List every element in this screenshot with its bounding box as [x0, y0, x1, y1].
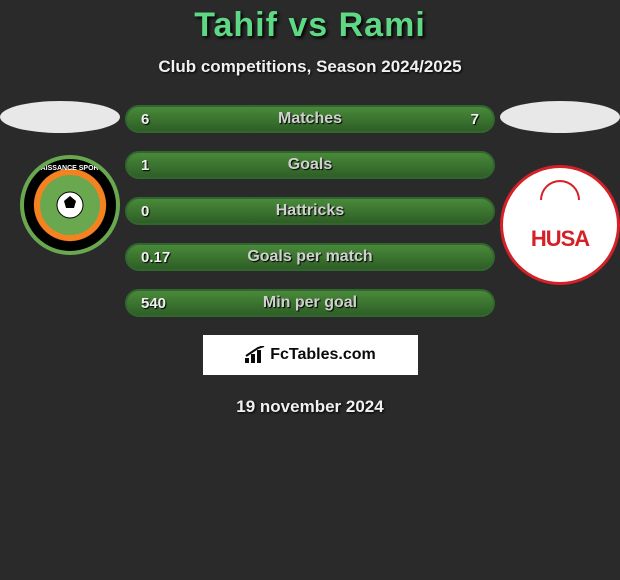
- comparison-title: Tahif vs Rami: [0, 0, 620, 45]
- stat-row-hattricks: 0 Hattricks: [125, 197, 495, 225]
- stat-label: Hattricks: [127, 202, 493, 220]
- left-club-badge: RENAISSANCE SPORTIVE: [20, 155, 120, 255]
- right-club-badge: HUSA: [500, 165, 620, 285]
- stat-label: Min per goal: [127, 294, 493, 312]
- stats-container: RENAISSANCE SPORTIVE HUSA 6 Matches 7 1 …: [0, 105, 620, 417]
- soccer-ball-icon: [55, 190, 85, 220]
- bar-chart-icon: [244, 346, 266, 364]
- stat-label: Goals: [127, 156, 493, 174]
- left-player-ellipse: [0, 101, 120, 133]
- stats-list: 6 Matches 7 1 Goals 0 Hattricks 0.17 Goa…: [125, 105, 495, 317]
- left-badge-inner: [40, 175, 100, 235]
- stat-row-goals-per-match: 0.17 Goals per match: [125, 243, 495, 271]
- snapshot-date: 19 november 2024: [0, 397, 620, 417]
- attribution-box[interactable]: FcTables.com: [203, 335, 418, 375]
- stat-row-matches: 6 Matches 7: [125, 105, 495, 133]
- stat-label: Matches: [127, 110, 493, 128]
- comparison-subtitle: Club competitions, Season 2024/2025: [0, 57, 620, 77]
- right-player-ellipse: [500, 101, 620, 133]
- stat-row-goals: 1 Goals: [125, 151, 495, 179]
- left-badge-top-text: RENAISSANCE SPORTIVE: [24, 165, 116, 172]
- stat-row-min-per-goal: 540 Min per goal: [125, 289, 495, 317]
- right-badge-text: HUSA: [531, 226, 589, 252]
- stat-label: Goals per match: [127, 248, 493, 266]
- crown-icon: [540, 180, 580, 200]
- attribution-text: FcTables.com: [270, 346, 376, 364]
